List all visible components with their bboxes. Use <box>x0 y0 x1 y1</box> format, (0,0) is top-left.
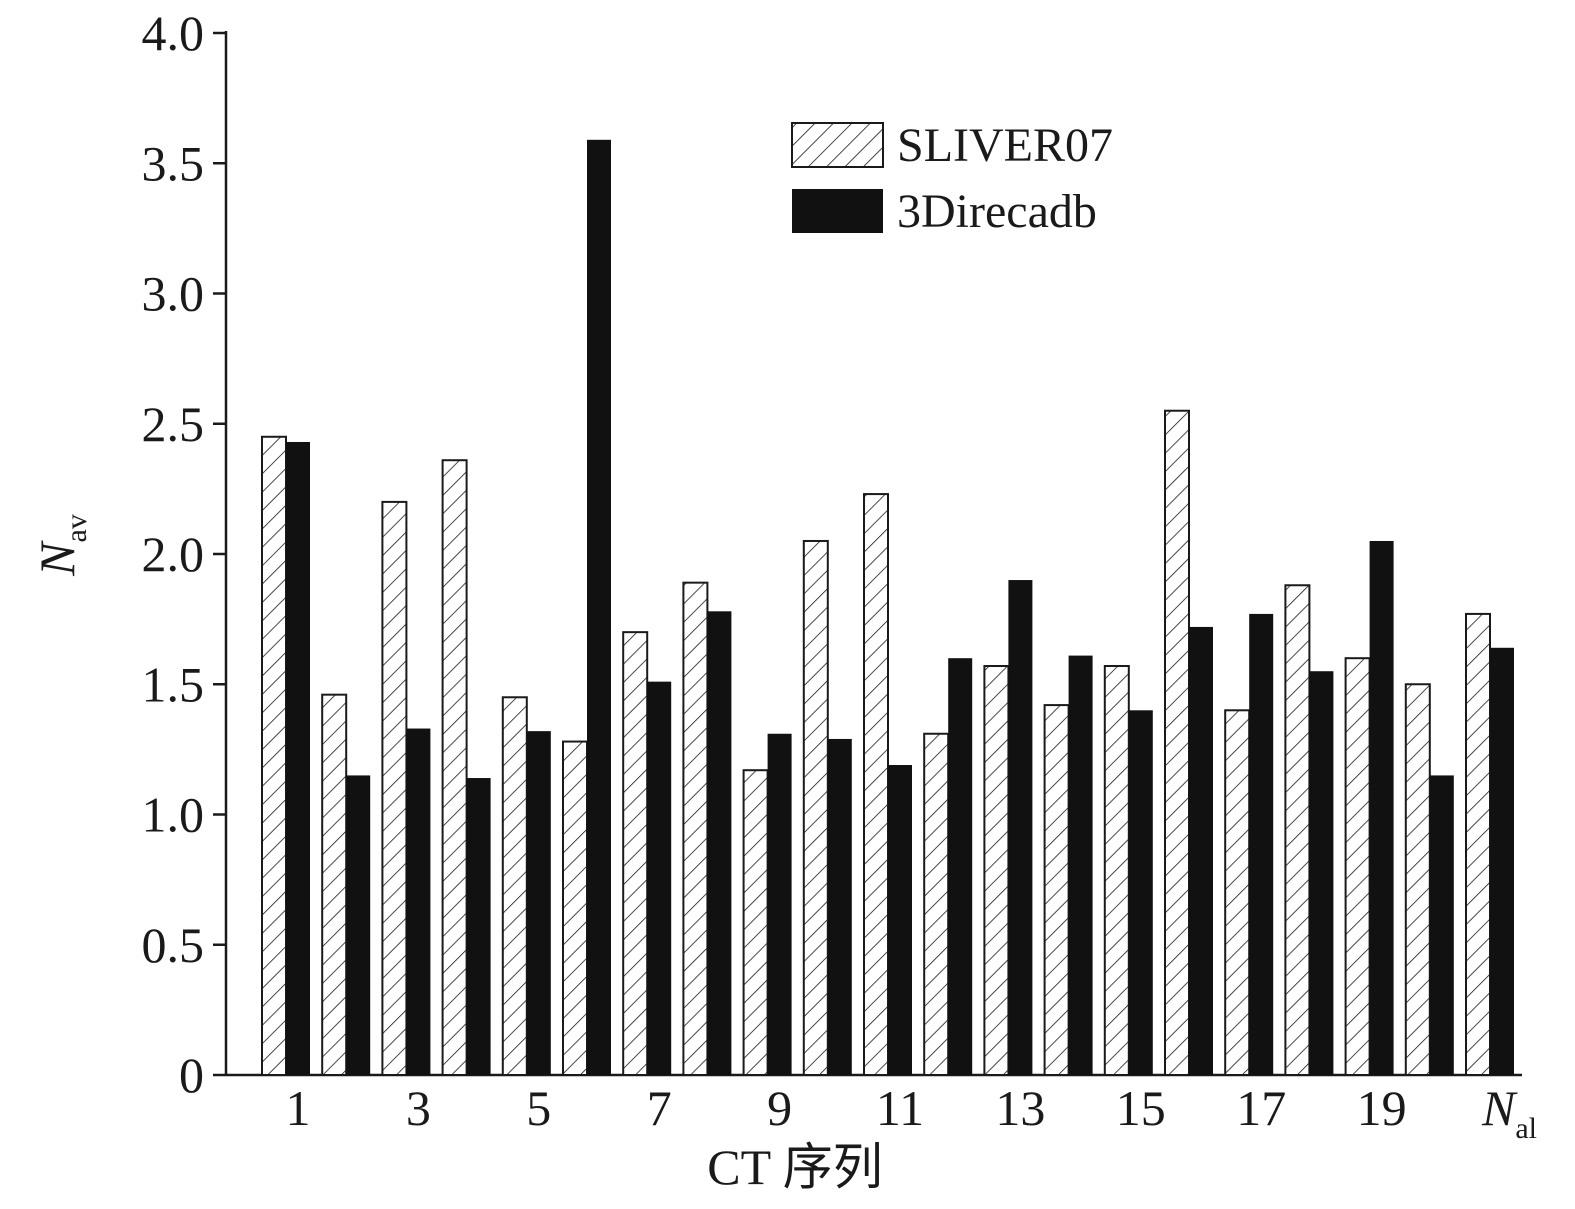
y-tick-label: 2.0 <box>142 526 205 582</box>
bar-3direcadb-16 <box>1189 626 1213 1075</box>
bar-sliver07-11 <box>863 493 889 1076</box>
bar-3direcadb-2 <box>346 775 371 1075</box>
bar-3direcadb-3 <box>406 728 431 1075</box>
bar-sliver07-Nal <box>1465 612 1491 1076</box>
bar-3direcadb-7 <box>647 681 672 1075</box>
bar-3direcadb-20 <box>1429 775 1454 1075</box>
x-tick-label: 19 <box>1357 1080 1407 1136</box>
x-tick-label: 13 <box>995 1080 1045 1136</box>
bar-3direcadb-14 <box>1068 655 1093 1075</box>
bar-sliver07-12 <box>923 732 950 1076</box>
bar-3direcadb-17 <box>1249 613 1274 1075</box>
y-tick-label: 3.5 <box>142 135 205 191</box>
x-tick-label: 15 <box>1116 1080 1166 1136</box>
bar-3direcadb-4 <box>466 778 491 1075</box>
bar-sliver07-20 <box>1404 683 1431 1076</box>
bar-sliver07-9 <box>742 769 769 1077</box>
bar-sliver07-10 <box>802 539 829 1076</box>
legend-swatch-3direcadb <box>792 189 883 233</box>
x-axis-label: CT 序列 <box>707 1139 883 1195</box>
bar-sliver07-2 <box>321 693 348 1076</box>
y-tick-label: 4.0 <box>142 5 205 61</box>
x-tick-label: 11 <box>876 1080 924 1136</box>
y-tick-label: 2.5 <box>142 396 205 452</box>
y-axis-ticks: 0 0.5 1.0 1.5 2.0 2.5 3.0 3.5 4.0 <box>142 5 226 1103</box>
legend-label: 3Direcadb <box>897 185 1097 238</box>
bar-sliver07-8 <box>682 581 709 1077</box>
y-tick-label: 1.0 <box>142 787 205 843</box>
bar-sliver07-6 <box>562 740 588 1076</box>
y-tick-label: 0 <box>179 1047 204 1103</box>
bar-sliver07-1 <box>261 435 287 1076</box>
x-tick-label: 17 <box>1236 1080 1286 1136</box>
bar-sliver07-19 <box>1344 657 1371 1076</box>
bar-sliver07-4 <box>441 459 468 1077</box>
bar-3direcadb-8 <box>707 611 732 1075</box>
bar-3direcadb-13 <box>1008 580 1033 1075</box>
bar-sliver07-15 <box>1103 665 1130 1076</box>
x-tick-label: 7 <box>647 1080 672 1136</box>
bar-sliver07-18 <box>1284 584 1311 1076</box>
x-tick-label: 9 <box>767 1080 792 1136</box>
bar-sliver07-3 <box>381 500 408 1076</box>
y-tick-label: 0.5 <box>142 917 205 973</box>
bar-sliver07-17 <box>1224 709 1251 1076</box>
bar-3direcadb-10 <box>827 738 852 1075</box>
x-tick-label: 5 <box>526 1080 551 1136</box>
x-axis-ticks: 1 3 5 7 9 11 13 15 17 19 Nal <box>286 1080 1538 1145</box>
bar-3direcadb-12 <box>948 658 973 1075</box>
bar-3direcadb-11 <box>888 765 912 1075</box>
bar-3direcadb-Nal <box>1490 647 1514 1075</box>
bar-sliver07-14 <box>1043 704 1070 1077</box>
bar-3direcadb-9 <box>767 733 792 1075</box>
bar-sliver07-5 <box>501 696 528 1077</box>
legend-label: SLIVER07 <box>897 119 1113 172</box>
bar-sliver07-7 <box>622 631 649 1077</box>
x-tick-label: Nal <box>1481 1080 1537 1145</box>
bar-3direcadb-18 <box>1309 671 1334 1075</box>
axis-labels: CT 序列 Nav <box>29 514 883 1195</box>
bar-3direcadb-1 <box>286 441 310 1075</box>
y-tick-label: 1.5 <box>142 656 205 712</box>
bar-sliver07-16 <box>1164 409 1190 1077</box>
x-tick-label: 1 <box>286 1080 311 1136</box>
x-tick-label: 3 <box>406 1080 431 1136</box>
bar-sliver07-13 <box>983 665 1010 1076</box>
bar-3direcadb-5 <box>526 731 551 1075</box>
bar-3direcadb-19 <box>1369 540 1394 1075</box>
y-axis-label: Nav <box>29 514 93 577</box>
bars <box>261 139 1514 1077</box>
legend: SLIVER07 3Direcadb <box>791 119 1113 238</box>
bar-3direcadb-6 <box>587 139 611 1075</box>
legend-swatch-sliver07 <box>791 122 884 168</box>
y-tick-label: 3.0 <box>142 266 205 322</box>
bar-3direcadb-15 <box>1128 710 1153 1075</box>
